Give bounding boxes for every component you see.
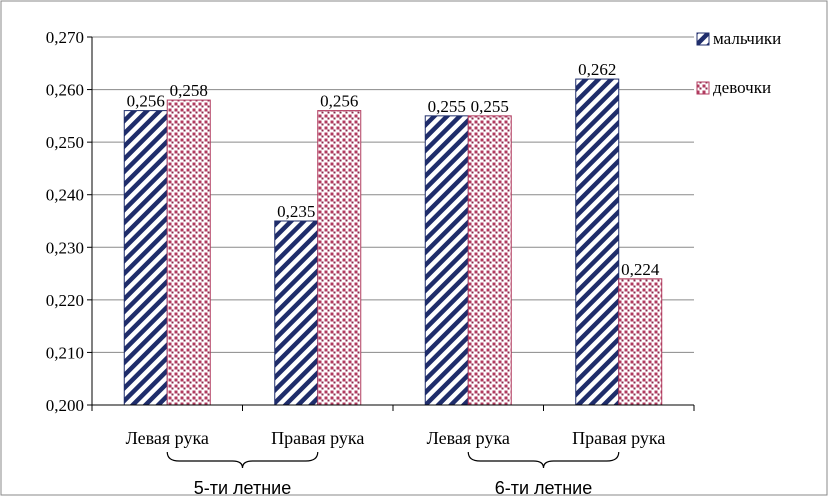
x-category-label: Левая рука — [126, 428, 209, 448]
group-bracket — [166, 451, 319, 469]
bar-boys — [575, 78, 620, 406]
data-label: 0,258 — [170, 81, 208, 100]
bar-girls — [467, 115, 512, 406]
y-tick-label: 0,210 — [46, 343, 84, 362]
x-category-label: Левая рука — [427, 428, 510, 448]
legend-swatch — [696, 32, 710, 46]
y-tick-label: 0,250 — [46, 133, 84, 152]
data-label: 0,256 — [127, 92, 165, 111]
bar-girls — [166, 99, 211, 406]
bar-boys — [123, 110, 168, 406]
bar-girls — [317, 110, 362, 406]
group-label: 6-ти летние — [495, 478, 592, 497]
y-tick-label: 0,240 — [46, 186, 84, 205]
legend-label: мальчики — [713, 29, 781, 48]
data-label: 0,262 — [578, 60, 616, 79]
x-category-label: Правая рука — [271, 428, 364, 448]
group-label: 5-ти летние — [194, 478, 291, 497]
data-label: 0,235 — [277, 202, 315, 221]
y-tick-label: 0,220 — [46, 291, 84, 310]
data-label: 0,255 — [428, 97, 466, 116]
y-tick-label: 0,270 — [46, 28, 84, 47]
bar-boys — [424, 115, 469, 406]
bar-boys — [274, 220, 319, 406]
data-label: 0,224 — [621, 260, 660, 279]
group-bracket — [467, 451, 620, 469]
bar-girls — [618, 278, 663, 406]
y-tick-label: 0,260 — [46, 81, 84, 100]
data-label: 0,256 — [320, 92, 358, 111]
y-tick-label: 0,200 — [46, 396, 84, 415]
y-tick-label: 0,230 — [46, 238, 84, 257]
x-category-label: Правая рука — [572, 428, 665, 448]
data-label: 0,255 — [471, 97, 509, 116]
legend-swatch — [696, 81, 710, 95]
legend-label: девочки — [713, 78, 771, 97]
